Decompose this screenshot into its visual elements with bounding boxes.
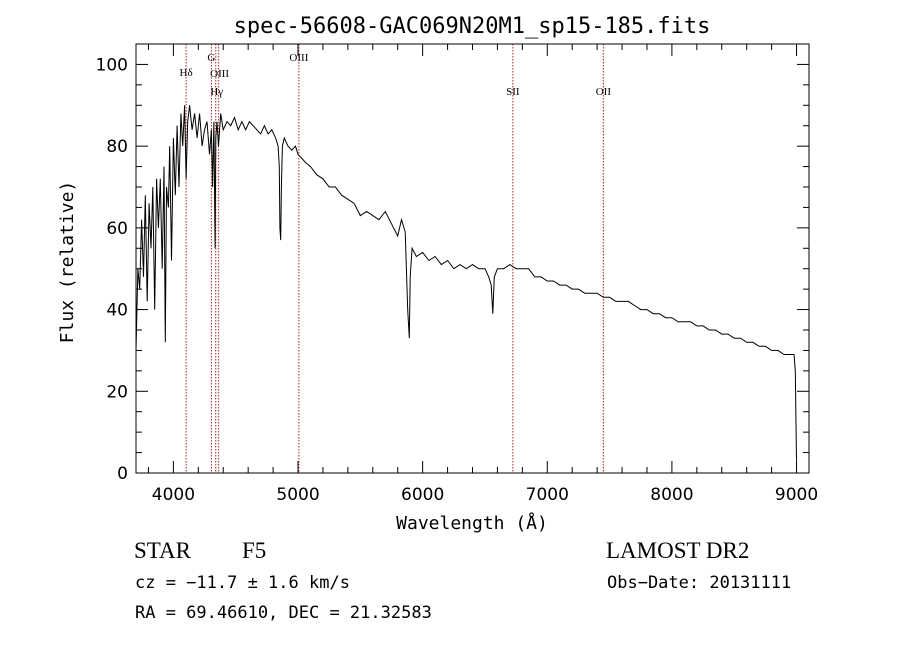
x-tick-label: 9000	[775, 485, 818, 505]
plot-frame	[135, 43, 810, 474]
spectrum-chart: spec-56608-GAC069N20M1_sp15-185.fits 400…	[57, 14, 819, 534]
object-subclass: F5	[242, 538, 267, 563]
survey-name: LAMOST DR2	[606, 538, 750, 563]
y-axis-label: Flux (relative)	[57, 181, 78, 344]
y-tick-label: 0	[117, 464, 128, 484]
y-tick-label: 20	[106, 382, 128, 402]
marker-label-2: OIII	[210, 68, 229, 80]
y-tick-label: 100	[96, 55, 128, 75]
marker-label-1: G	[207, 52, 215, 64]
y-tick-label: 40	[106, 301, 128, 321]
x-tick-label: 8000	[650, 485, 693, 505]
axis-ticks	[136, 44, 809, 474]
emission-line-markers	[185, 44, 604, 473]
observation-date: Obs−Date: 20131111	[607, 573, 792, 593]
coordinates: RA = 69.46610, DEC = 21.32583	[135, 603, 432, 623]
tick-labels: 4000 5000 6000 7000 8000 9000 0 20 40 60 80 100	[96, 55, 819, 505]
x-axis-label: Wavelength (Å)	[396, 512, 548, 534]
marker-label-6: OII	[596, 86, 612, 98]
x-tick-label: 7000	[526, 485, 569, 505]
spectrum-series-line	[135, 105, 797, 461]
object-class: STAR	[134, 538, 191, 563]
y-tick-label: 60	[106, 219, 128, 239]
redshift-cz: cz = −11.7 ± 1.6 km/s	[135, 573, 350, 593]
marker-label-0: Hδ	[180, 67, 193, 79]
x-tick-label: 6000	[401, 485, 444, 505]
chart-title: spec-56608-GAC069N20M1_sp15-185.fits	[234, 14, 711, 39]
marker-label-3: Hγ	[210, 86, 223, 98]
marker-label-5: SII	[506, 86, 520, 98]
x-tick-label: 5000	[276, 485, 319, 505]
x-tick-label: 4000	[152, 485, 195, 505]
emission-line-labels: Hδ G OIII Hγ OIII SII OII	[180, 52, 612, 98]
marker-label-4: OIII	[289, 52, 308, 64]
y-tick-label: 80	[106, 137, 128, 157]
